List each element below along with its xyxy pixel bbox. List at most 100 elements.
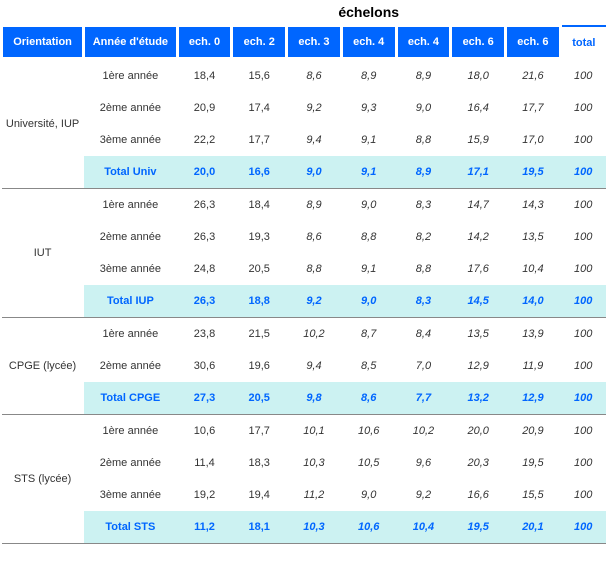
total-year-cell: Total CPGE [84, 382, 178, 415]
total-value-cell: 9,0 [287, 156, 342, 189]
value-cell: 8,8 [341, 221, 396, 253]
value-cell: 8,6 [287, 221, 342, 253]
value-cell: 18,3 [232, 447, 287, 479]
ech-header-0: ech. 0 [177, 26, 232, 59]
year-cell: 2ème année [84, 221, 178, 253]
echelons-group-header: échelons [177, 0, 560, 26]
blank-header-right [560, 0, 606, 26]
value-cell: 15,9 [451, 124, 506, 156]
row-total-cell: 100 [560, 189, 606, 222]
ech-header-6: ech. 6 [506, 26, 561, 59]
value-cell: 16,4 [451, 92, 506, 124]
value-cell: 9,6 [396, 447, 451, 479]
value-cell: 20,3 [451, 447, 506, 479]
total-value-cell: 20,5 [232, 382, 287, 415]
value-cell: 19,4 [232, 479, 287, 511]
table-row: IUT1ère année26,318,48,99,08,314,714,310… [2, 189, 606, 222]
total-year-cell: Total IUP [84, 285, 178, 318]
section-total-row: Total IUP26,318,89,29,08,314,514,0100 [2, 285, 606, 318]
year-cell: 2ème année [84, 350, 178, 382]
value-cell: 17,0 [506, 124, 561, 156]
total-value-cell: 10,3 [287, 511, 342, 544]
total-value-cell: 19,5 [451, 511, 506, 544]
section-total-cell: 100 [560, 285, 606, 318]
value-cell: 17,4 [232, 92, 287, 124]
section-total-cell: 100 [560, 511, 606, 544]
value-cell: 9,1 [341, 253, 396, 285]
total-value-cell: 9,0 [341, 285, 396, 318]
value-cell: 14,2 [451, 221, 506, 253]
value-cell: 24,8 [177, 253, 232, 285]
data-table: échelons Orientation Année d'étude ech. … [0, 0, 606, 544]
value-cell: 11,2 [287, 479, 342, 511]
year-cell: 1ère année [84, 189, 178, 222]
table-body: Université, IUP1ère année18,415,68,68,98… [2, 59, 606, 544]
value-cell: 10,6 [341, 415, 396, 448]
value-cell: 10,3 [287, 447, 342, 479]
total-value-cell: 27,3 [177, 382, 232, 415]
value-cell: 22,2 [177, 124, 232, 156]
value-cell: 17,7 [232, 415, 287, 448]
value-cell: 11,4 [177, 447, 232, 479]
value-cell: 26,3 [177, 189, 232, 222]
total-value-cell: 20,0 [177, 156, 232, 189]
row-total-cell: 100 [560, 479, 606, 511]
value-cell: 7,0 [396, 350, 451, 382]
row-total-cell: 100 [560, 124, 606, 156]
section-total-row: Total Univ20,016,69,09,18,917,119,5100 [2, 156, 606, 189]
orientation-cell: CPGE (lycée) [2, 318, 84, 415]
total-value-cell: 7,7 [396, 382, 451, 415]
value-cell: 8,8 [396, 124, 451, 156]
value-cell: 13,9 [506, 318, 561, 351]
value-cell: 12,9 [451, 350, 506, 382]
value-cell: 9,3 [341, 92, 396, 124]
row-total-cell: 100 [560, 318, 606, 351]
value-cell: 20,9 [506, 415, 561, 448]
table-row: STS (lycée)1ère année10,617,710,110,610,… [2, 415, 606, 448]
total-value-cell: 9,8 [287, 382, 342, 415]
value-cell: 21,5 [232, 318, 287, 351]
value-cell: 11,9 [506, 350, 561, 382]
value-cell: 18,4 [232, 189, 287, 222]
value-cell: 13,5 [451, 318, 506, 351]
total-value-cell: 17,1 [451, 156, 506, 189]
section-total-cell: 100 [560, 156, 606, 189]
total-value-cell: 10,4 [396, 511, 451, 544]
table-row: CPGE (lycée)1ère année23,821,510,28,78,4… [2, 318, 606, 351]
section-total-row: Total CPGE27,320,59,88,67,713,212,9100 [2, 382, 606, 415]
table-row: 2ème année20,917,49,29,39,016,417,7100 [2, 92, 606, 124]
value-cell: 19,2 [177, 479, 232, 511]
total-value-cell: 12,9 [506, 382, 561, 415]
value-cell: 21,6 [506, 59, 561, 93]
total-year-cell: Total Univ [84, 156, 178, 189]
row-total-cell: 100 [560, 447, 606, 479]
year-cell: 2ème année [84, 447, 178, 479]
value-cell: 8,8 [396, 253, 451, 285]
total-value-cell: 13,2 [451, 382, 506, 415]
section-total-row: Total STS11,218,110,310,610,419,520,1100 [2, 511, 606, 544]
value-cell: 8,2 [396, 221, 451, 253]
value-cell: 8,8 [287, 253, 342, 285]
value-cell: 8,3 [396, 189, 451, 222]
year-cell: 3ème année [84, 124, 178, 156]
row-total-cell: 100 [560, 221, 606, 253]
value-cell: 20,5 [232, 253, 287, 285]
value-cell: 10,6 [177, 415, 232, 448]
value-cell: 9,0 [341, 189, 396, 222]
value-cell: 19,3 [232, 221, 287, 253]
row-total-cell: 100 [560, 59, 606, 93]
total-year-cell: Total STS [84, 511, 178, 544]
total-value-cell: 18,1 [232, 511, 287, 544]
value-cell: 17,7 [232, 124, 287, 156]
row-total-cell: 100 [560, 253, 606, 285]
orientation-cell: Université, IUP [2, 59, 84, 189]
value-cell: 18,0 [451, 59, 506, 93]
value-cell: 15,5 [506, 479, 561, 511]
total-value-cell: 8,9 [396, 156, 451, 189]
orientation-cell: STS (lycée) [2, 415, 84, 544]
section-total-cell: 100 [560, 382, 606, 415]
orientation-header: Orientation [2, 26, 84, 59]
value-cell: 16,6 [451, 479, 506, 511]
ech-header-1: ech. 2 [232, 26, 287, 59]
row-total-cell: 100 [560, 415, 606, 448]
